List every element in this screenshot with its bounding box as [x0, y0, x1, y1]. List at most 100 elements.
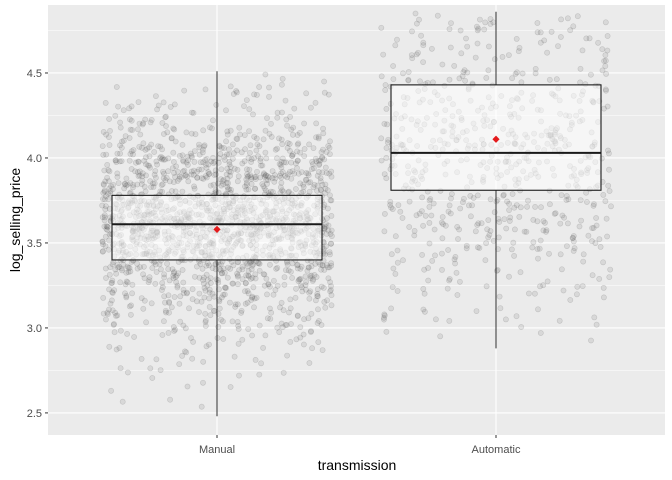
data-point [312, 155, 319, 162]
data-point [289, 168, 296, 175]
data-point [381, 120, 388, 127]
data-point [138, 181, 145, 187]
data-point [184, 153, 191, 160]
data-point [274, 324, 281, 331]
data-point [300, 341, 307, 348]
data-point [326, 264, 333, 271]
data-point [303, 176, 310, 183]
data-point [420, 285, 427, 292]
data-point [270, 277, 277, 284]
data-point [217, 261, 224, 267]
data-point [170, 125, 177, 132]
data-point [163, 123, 169, 129]
data-point [602, 19, 609, 26]
data-point [199, 265, 206, 272]
data-point [140, 140, 147, 147]
data-point [198, 175, 205, 182]
data-point [542, 219, 548, 226]
data-point [321, 78, 327, 85]
data-point [313, 120, 320, 127]
data-point [229, 141, 236, 148]
data-point [107, 188, 114, 195]
data-point [400, 70, 406, 77]
data-point [325, 222, 332, 229]
data-point [601, 105, 607, 112]
data-point [320, 146, 326, 153]
data-point [459, 199, 466, 206]
data-point [190, 171, 197, 178]
data-point [179, 188, 186, 195]
data-point [592, 240, 599, 246]
data-point [180, 157, 186, 164]
data-point [206, 286, 213, 293]
data-point [181, 167, 188, 174]
data-point [227, 164, 234, 170]
data-point [603, 215, 610, 222]
data-point [173, 279, 180, 286]
data-point [474, 222, 481, 228]
data-point [485, 234, 492, 241]
data-point [294, 313, 301, 319]
data-point [420, 306, 427, 313]
data-point [546, 76, 553, 83]
data-point [182, 172, 189, 179]
boxes [111, 11, 602, 417]
data-point [112, 157, 119, 164]
data-point [599, 67, 606, 74]
data-point [301, 316, 307, 323]
data-point [266, 93, 272, 100]
data-point [139, 173, 146, 180]
data-point [301, 153, 308, 159]
data-point [474, 244, 481, 251]
data-point [307, 179, 314, 186]
box-manual [111, 71, 323, 417]
data-point [328, 283, 334, 289]
data-point [218, 182, 225, 189]
data-point [286, 140, 293, 147]
data-point [313, 134, 319, 141]
data-point [289, 151, 296, 158]
data-point [327, 288, 333, 295]
data-point [294, 132, 301, 138]
data-point [168, 304, 175, 311]
data-point [122, 181, 129, 187]
data-point [202, 310, 209, 317]
data-point [222, 284, 228, 291]
data-point [166, 298, 172, 305]
data-point [215, 277, 221, 283]
data-point [446, 26, 453, 32]
data-point [179, 141, 186, 148]
data-point [200, 159, 207, 166]
data-point [214, 335, 221, 341]
data-point [485, 43, 492, 50]
data-point [248, 174, 255, 181]
data-point [292, 160, 299, 167]
data-point [328, 168, 335, 175]
data-point [157, 188, 164, 195]
data-point [176, 152, 183, 159]
data-point [277, 304, 283, 311]
data-point [106, 185, 113, 192]
data-point [196, 166, 202, 173]
data-point [135, 99, 142, 105]
data-point [491, 209, 498, 216]
data-point [308, 272, 315, 279]
data-point [490, 237, 497, 244]
data-point [166, 309, 172, 316]
data-point [294, 158, 301, 164]
data-point [483, 283, 490, 290]
data-point [317, 178, 324, 185]
data-point [197, 261, 204, 267]
data-point [190, 110, 197, 116]
data-point [272, 146, 279, 153]
data-point [415, 49, 421, 56]
data-point [176, 173, 183, 180]
data-point [242, 280, 249, 287]
data-point [165, 168, 171, 175]
data-point [103, 193, 109, 200]
data-point [210, 154, 216, 161]
data-point [289, 274, 295, 281]
data-point [148, 300, 155, 307]
data-point [100, 128, 107, 135]
data-point [570, 234, 576, 241]
